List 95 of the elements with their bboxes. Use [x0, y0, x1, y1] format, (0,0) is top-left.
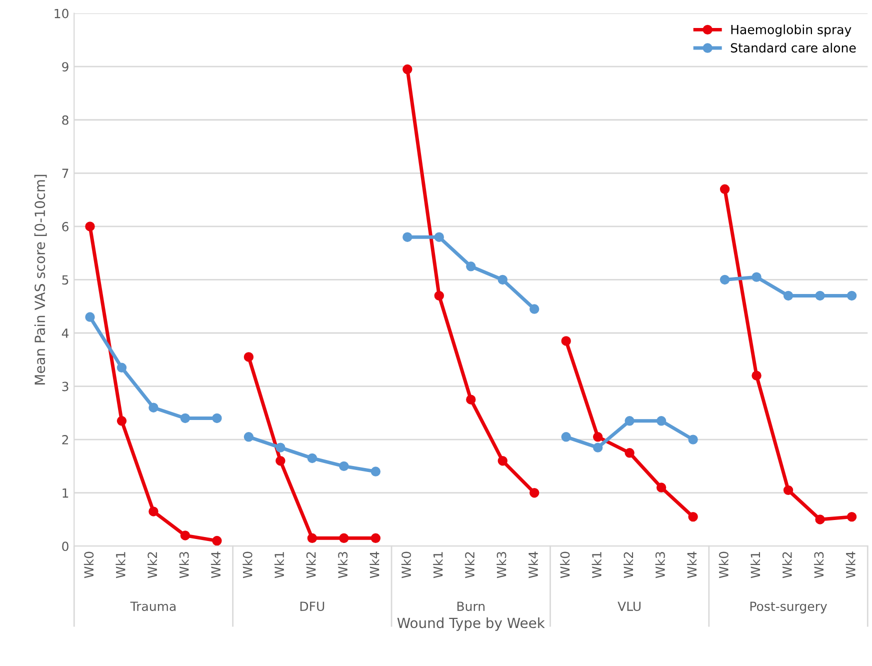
point	[561, 432, 571, 442]
point	[434, 232, 444, 242]
x-tick-label: Wk3	[814, 552, 824, 578]
point	[624, 416, 634, 426]
y-tick-label: 0	[62, 542, 68, 552]
point	[752, 370, 762, 380]
legend-label: Standard care alone	[730, 42, 856, 53]
x-tick-label: Wk4	[210, 552, 220, 578]
y-axis-title: Mean Pain VAS score [0-10cm]	[34, 174, 47, 384]
x-tick-label: Wk3	[338, 552, 348, 578]
point	[148, 506, 158, 516]
point	[498, 456, 508, 466]
point	[752, 272, 762, 282]
x-tick-label: Wk2	[306, 552, 316, 578]
point	[85, 222, 95, 232]
point	[276, 456, 286, 466]
x-tick-label: Wk1	[116, 552, 126, 578]
point	[561, 336, 571, 346]
point	[466, 262, 476, 272]
point	[116, 362, 127, 372]
point	[212, 413, 222, 424]
x-tick-label: Wk3	[179, 552, 189, 578]
x-tick-label: Wk0	[84, 552, 94, 578]
point	[116, 416, 127, 426]
point	[815, 290, 825, 301]
point	[212, 536, 222, 546]
y-tick-label: 1	[62, 488, 68, 498]
x-tick-label: Wk1	[274, 552, 284, 578]
point	[688, 434, 698, 444]
y-tick-label: 10	[54, 8, 68, 18]
text: Trauma	[130, 602, 176, 612]
y-tick-label: 4	[62, 328, 69, 338]
point	[720, 274, 730, 285]
x-tick-label: Wk2	[464, 552, 474, 578]
point	[656, 416, 666, 426]
x-tick-label: Wk4	[846, 552, 856, 578]
point	[85, 312, 95, 322]
x-tick-label: Wk4	[687, 552, 697, 578]
point	[307, 453, 318, 464]
point	[498, 274, 508, 285]
x-tick-label: Wk1	[592, 552, 602, 578]
y-tick-label: 6	[62, 222, 68, 232]
point	[307, 533, 318, 543]
x-tick-label: Wk2	[147, 552, 157, 578]
point	[783, 290, 794, 301]
text: VLU	[618, 602, 641, 612]
text: DFU	[300, 602, 324, 612]
point	[276, 442, 286, 452]
x-tick-label: Wk0	[718, 552, 728, 578]
x-tick-label: Wk3	[496, 552, 506, 578]
point	[402, 232, 412, 242]
point	[656, 482, 666, 492]
y-tick-label: 8	[62, 115, 68, 125]
x-tick-label: Wk4	[528, 552, 538, 578]
legend-label: Haemoglobin spray	[731, 24, 852, 37]
point	[244, 352, 254, 362]
text: Burn	[457, 602, 484, 612]
point	[624, 448, 634, 458]
point	[530, 304, 540, 314]
x-tick-label: Wk2	[624, 552, 634, 578]
point	[466, 394, 476, 404]
point	[180, 413, 190, 424]
y-tick-label: 5	[62, 275, 68, 285]
x-tick-label: Wk4	[370, 552, 380, 578]
point	[815, 514, 825, 524]
point	[370, 533, 381, 543]
y-tick-label: 7	[62, 168, 68, 178]
point	[783, 485, 794, 496]
y-tick-label: 3	[62, 382, 68, 392]
x-tick-label: Wk1	[433, 552, 443, 578]
point	[402, 64, 412, 74]
x-tick-label: Wk0	[242, 552, 252, 578]
x-tick-label: Wk0	[401, 552, 412, 578]
text: Post-surgery	[750, 602, 828, 614]
point	[846, 512, 857, 522]
x-tick-label: Wk3	[655, 552, 665, 578]
point	[720, 184, 730, 194]
y-tick-label: 9	[62, 62, 68, 72]
point	[370, 466, 381, 476]
point	[339, 533, 349, 543]
point	[592, 442, 603, 452]
point	[339, 461, 349, 472]
point	[846, 290, 857, 301]
point	[688, 512, 698, 522]
point	[148, 402, 158, 412]
point	[434, 290, 444, 301]
x-tick-label: Wk0	[560, 552, 570, 578]
point	[592, 432, 603, 442]
point	[244, 432, 254, 442]
y-tick-label: 2	[62, 435, 68, 444]
x-axis-title: Wound Type by Week	[397, 617, 545, 631]
x-tick-label: Wk1	[750, 552, 760, 578]
point	[180, 530, 190, 540]
point	[530, 488, 540, 498]
x-tick-label: Wk2	[782, 552, 792, 578]
